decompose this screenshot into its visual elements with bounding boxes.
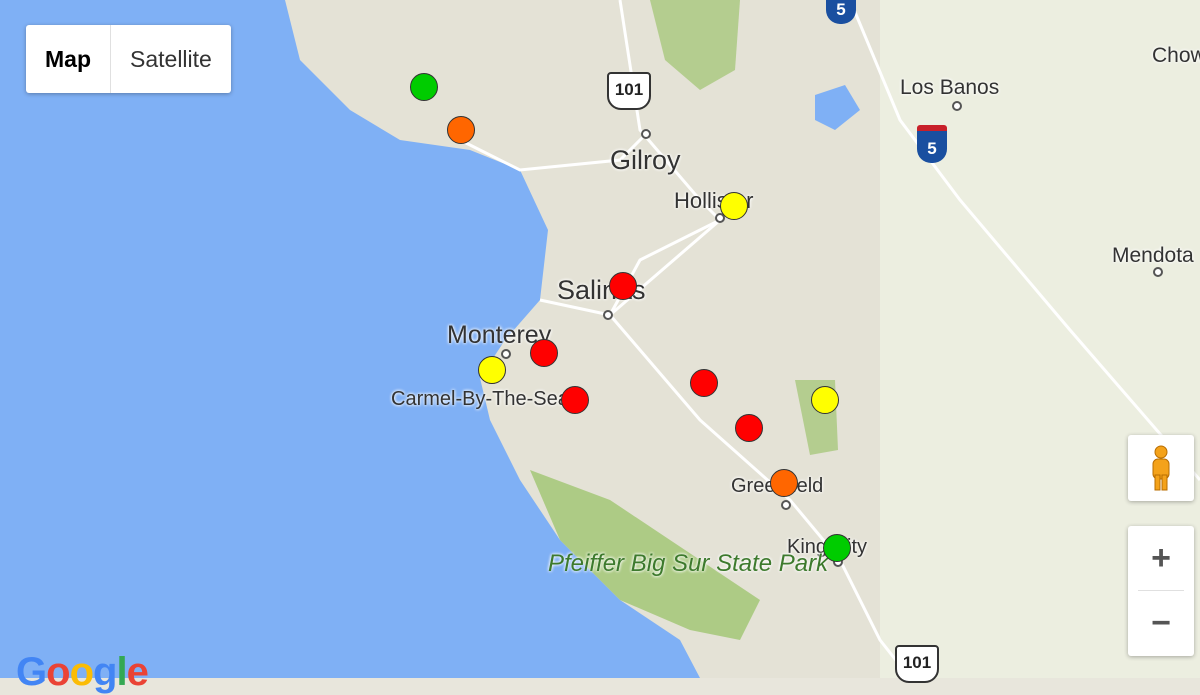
place-label-los-banos: Los Banos: [900, 76, 1000, 99]
map-marker[interactable]: [823, 534, 851, 562]
place-label-mendota: Mendota: [1112, 244, 1194, 267]
pegman-icon: [1152, 445, 1170, 491]
us-101-shield-south: 101: [895, 645, 939, 683]
park-label-big-sur: Pfeiffer Big Sur State Park: [548, 550, 829, 577]
us-101-shield-north: 101: [607, 72, 651, 110]
map-type-map-button[interactable]: Map: [26, 25, 111, 93]
ocean: [0, 0, 700, 678]
map-type-control: Map Satellite: [26, 25, 231, 93]
map-canvas[interactable]: [0, 0, 1200, 678]
place-label-carmel: Carmel-By-The-Sea: [391, 388, 569, 410]
map-marker[interactable]: [410, 73, 438, 101]
map-marker[interactable]: [609, 272, 637, 300]
map-marker[interactable]: [811, 386, 839, 414]
map-marker[interactable]: [561, 386, 589, 414]
zoom-control: + −: [1128, 526, 1194, 656]
zoom-out-button[interactable]: −: [1151, 604, 1171, 642]
i-5-shield-north: 5: [826, 0, 856, 24]
zoom-divider: [1138, 590, 1184, 591]
map-marker[interactable]: [690, 369, 718, 397]
street-view-pegman-button[interactable]: [1128, 435, 1194, 501]
zoom-in-button[interactable]: +: [1151, 539, 1171, 577]
i-5-shield-mid: 5: [917, 125, 947, 163]
map-marker[interactable]: [720, 192, 748, 220]
map-marker[interactable]: [735, 414, 763, 442]
map-marker[interactable]: [447, 116, 475, 144]
map-marker[interactable]: [770, 469, 798, 497]
place-label-chowchilla: Chow: [1152, 44, 1200, 67]
place-label-gilroy: Gilroy: [610, 145, 681, 175]
google-logo: Google: [16, 650, 149, 694]
map-type-satellite-button[interactable]: Satellite: [130, 46, 212, 72]
map-marker[interactable]: [530, 339, 558, 367]
map-marker[interactable]: [478, 356, 506, 384]
